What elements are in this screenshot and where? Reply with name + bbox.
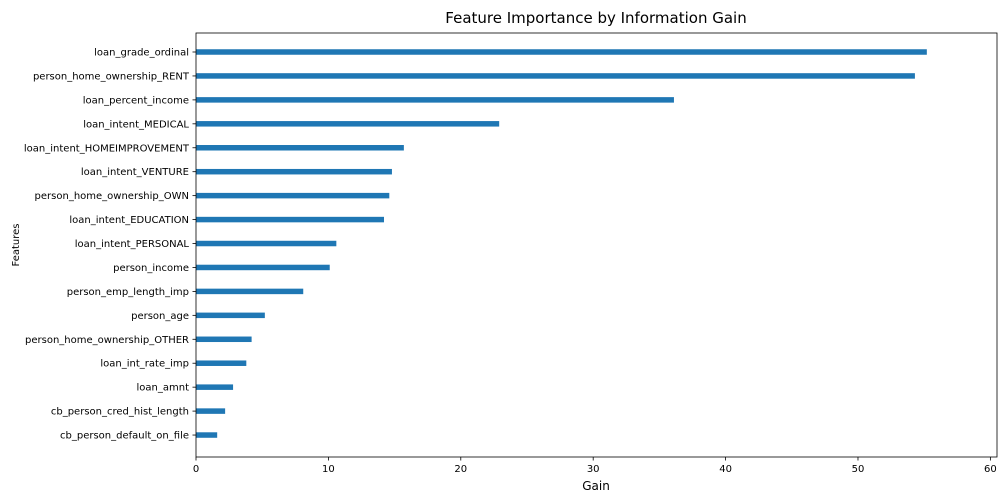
y-tick-label: loan_intent_MEDICAL	[83, 119, 189, 130]
x-tick-label: 10	[322, 464, 335, 475]
bar-person_emp_length_imp	[196, 288, 304, 295]
y-tick-label: loan_amnt	[137, 383, 190, 394]
y-tick-label: loan_int_rate_imp	[100, 359, 189, 370]
x-tick-label: 40	[719, 464, 732, 475]
bar-person_age	[196, 312, 265, 319]
y-tick-label: person_emp_length_imp	[67, 287, 189, 298]
bar-person_income	[196, 264, 330, 271]
y-tick-label: loan_intent_VENTURE	[81, 167, 189, 178]
y-tick-label: person_age	[131, 311, 189, 322]
bar-loan_intent_EDUCATION	[196, 216, 385, 223]
y-tick-label: person_home_ownership_RENT	[33, 71, 190, 82]
category-labels-group: loan_grade_ordinal person_home_ownership_…	[24, 48, 196, 442]
x-tick-label: 50	[852, 464, 865, 475]
y-axis-label: Features	[11, 224, 22, 267]
y-tick-label: loan_intent_HOMEIMPROVEMENT	[24, 143, 190, 154]
x-tick-label: 30	[587, 464, 600, 475]
y-tick-label: person_income	[113, 263, 189, 274]
x-tick-label: 60	[984, 464, 997, 475]
y-tick-label: loan_grade_ordinal	[94, 48, 189, 59]
bar-loan_intent_MEDICAL	[196, 121, 500, 127]
plot-frame	[195, 32, 998, 458]
y-tick-label: loan_intent_PERSONAL	[75, 239, 190, 250]
chart-title: Feature Importance by Information Gain	[445, 9, 746, 27]
x-axis-label: Gain	[582, 479, 610, 493]
y-tick-label: loan_intent_EDUCATION	[69, 215, 189, 226]
x-tick-label: 20	[454, 464, 467, 475]
x-ticks-group: 0 10 20 30 40 50 60	[193, 457, 997, 475]
bar-person_home_ownership_OWN	[196, 192, 390, 199]
bar-loan_int_rate_imp	[196, 360, 247, 366]
bars-group	[196, 49, 927, 438]
y-tick-label: cb_person_cred_hist_length	[51, 407, 189, 418]
bar-loan_intent_VENTURE	[196, 168, 392, 175]
bar-loan_grade_ordinal	[196, 49, 927, 55]
bar-cb_person_cred_hist_length	[196, 408, 226, 414]
bar-loan_intent_PERSONAL	[196, 240, 337, 247]
bar-loan_percent_income	[196, 97, 674, 103]
y-tick-label: person_home_ownership_OWN	[35, 191, 189, 202]
y-tick-label: loan_percent_income	[83, 95, 189, 106]
bar-person_home_ownership_OTHER	[196, 336, 252, 343]
x-tick-label: 0	[193, 464, 199, 475]
bar-loan_intent_HOMEIMPROVEMENT	[196, 145, 404, 151]
y-tick-label: cb_person_default_on_file	[60, 431, 189, 442]
y-tick-label: person_home_ownership_OTHER	[25, 335, 189, 346]
bar-cb_person_default_on_file	[196, 432, 218, 438]
bar-loan_amnt	[196, 384, 234, 390]
bar-person_home_ownership_RENT	[196, 73, 915, 79]
